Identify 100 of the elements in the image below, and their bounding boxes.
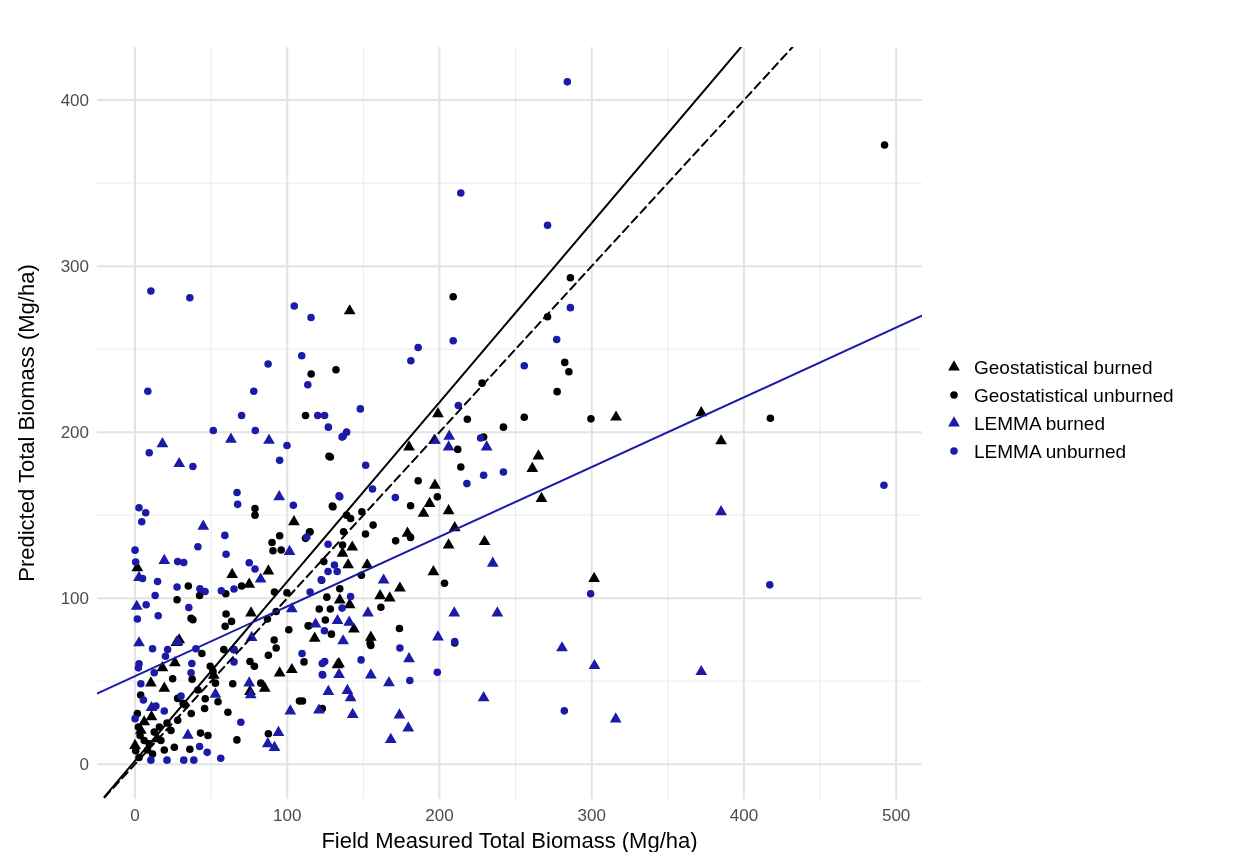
point xyxy=(133,636,145,647)
point xyxy=(423,496,436,507)
point xyxy=(403,652,415,663)
point xyxy=(384,732,397,743)
legend-label: LEMMA burned xyxy=(974,413,1105,434)
point xyxy=(244,688,257,699)
point xyxy=(156,436,169,448)
x-tick-label: 300 xyxy=(577,806,606,825)
point xyxy=(285,662,298,674)
x-axis-title: Field Measured Total Biomass (Mg/ha) xyxy=(321,828,698,853)
point xyxy=(393,708,406,719)
point xyxy=(526,461,539,473)
point xyxy=(346,540,359,551)
point xyxy=(343,615,356,626)
point xyxy=(333,667,345,678)
point xyxy=(313,703,325,714)
point xyxy=(226,567,239,578)
point xyxy=(268,740,281,751)
point xyxy=(341,683,354,694)
point xyxy=(588,658,601,670)
point xyxy=(261,737,274,748)
y-tick-label: 300 xyxy=(60,257,89,277)
point xyxy=(442,538,455,549)
point xyxy=(403,440,415,451)
point xyxy=(535,491,548,502)
point xyxy=(429,478,441,489)
point xyxy=(288,514,300,526)
point xyxy=(272,725,285,736)
point xyxy=(361,558,374,569)
point xyxy=(442,440,455,451)
x-tick-label: 400 xyxy=(729,806,759,825)
point xyxy=(377,573,390,584)
point xyxy=(145,676,157,687)
point xyxy=(262,564,275,575)
point xyxy=(486,556,499,567)
point xyxy=(258,681,271,692)
x-tick-label: 100 xyxy=(273,806,302,825)
point xyxy=(308,631,321,642)
legend-label: LEMMA unburned xyxy=(974,441,1127,462)
point xyxy=(362,606,374,617)
point xyxy=(394,581,406,592)
point xyxy=(588,571,601,582)
point xyxy=(181,728,194,739)
point xyxy=(130,599,143,610)
y-tick-label: 0 xyxy=(79,755,89,775)
point xyxy=(695,664,708,676)
point xyxy=(417,506,430,517)
point xyxy=(715,434,727,445)
point xyxy=(374,589,386,600)
point xyxy=(209,687,222,698)
point xyxy=(432,407,444,418)
point xyxy=(263,433,275,444)
point xyxy=(480,440,493,451)
y-tick-label: 100 xyxy=(60,589,89,609)
y-tick-label: 400 xyxy=(60,91,89,111)
point xyxy=(609,712,622,723)
point xyxy=(145,710,158,721)
point xyxy=(284,704,297,715)
point xyxy=(158,553,171,565)
point xyxy=(448,606,461,617)
x-tick-label: 0 xyxy=(130,806,140,825)
point xyxy=(427,565,440,576)
point xyxy=(283,544,296,556)
point xyxy=(197,519,210,530)
point xyxy=(383,676,395,687)
point xyxy=(273,490,286,501)
y-axis-title: Predicted Total Biomass (Mg/ha) xyxy=(14,264,39,582)
point xyxy=(158,681,171,692)
point xyxy=(364,668,377,679)
point xyxy=(715,505,727,516)
point xyxy=(610,410,622,421)
legend-label: Geostatistical burned xyxy=(974,357,1153,378)
point xyxy=(491,606,504,617)
point xyxy=(477,690,490,702)
legend-label: Geostatistical unburned xyxy=(974,385,1174,406)
point xyxy=(322,684,335,695)
point xyxy=(556,641,568,652)
point xyxy=(245,606,257,617)
point xyxy=(402,721,415,732)
x-tick-label: 500 xyxy=(881,806,911,825)
point xyxy=(443,429,456,440)
x-tick-label: 200 xyxy=(425,806,454,825)
point xyxy=(331,613,344,625)
point xyxy=(243,676,256,687)
point xyxy=(343,304,356,315)
point xyxy=(309,617,322,628)
point xyxy=(478,534,491,546)
point xyxy=(225,432,237,443)
point xyxy=(348,622,360,633)
point xyxy=(173,456,186,468)
point xyxy=(383,591,396,602)
point xyxy=(337,634,350,645)
point xyxy=(432,630,444,641)
point xyxy=(273,666,286,677)
point xyxy=(342,558,355,569)
point xyxy=(346,707,359,718)
point xyxy=(333,593,346,604)
point xyxy=(254,572,267,583)
point xyxy=(442,504,455,515)
y-tick-label: 200 xyxy=(60,423,89,443)
